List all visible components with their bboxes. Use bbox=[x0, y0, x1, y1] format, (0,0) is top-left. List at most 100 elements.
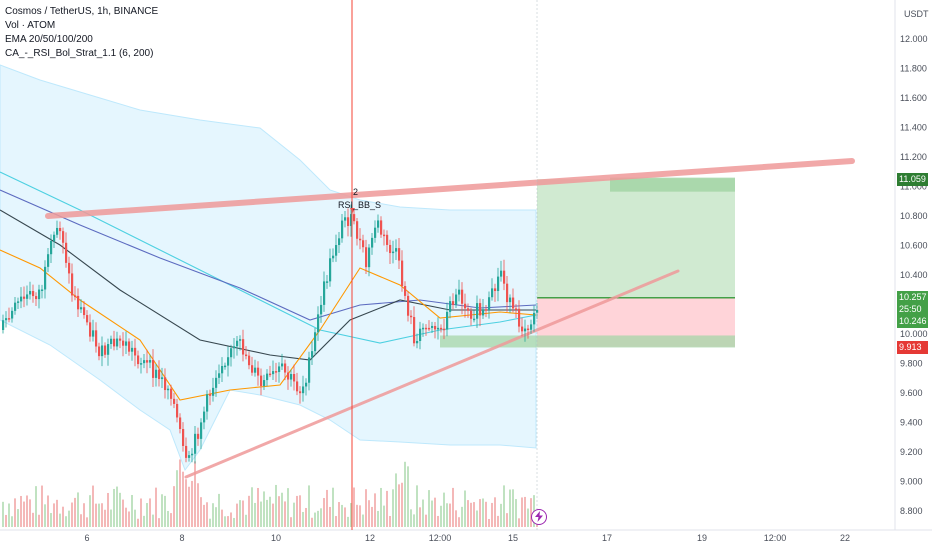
candle-body bbox=[203, 411, 206, 423]
candle-body bbox=[29, 291, 32, 295]
candle-body bbox=[158, 369, 161, 380]
price-axis-tick: 11.800 bbox=[900, 64, 927, 74]
candle-body bbox=[341, 220, 344, 239]
volume-bar bbox=[221, 509, 223, 527]
candle-body bbox=[380, 220, 383, 235]
candle-body bbox=[212, 387, 215, 396]
volume-bar bbox=[260, 501, 262, 527]
volume-bar bbox=[356, 504, 358, 527]
volume-bar bbox=[431, 500, 433, 527]
volume-bar bbox=[392, 489, 394, 527]
volume-bar bbox=[434, 497, 436, 527]
volume-bar bbox=[461, 506, 463, 527]
candle-body bbox=[368, 247, 371, 268]
lightning-bolt-icon[interactable] bbox=[531, 509, 547, 525]
volume-bar bbox=[74, 497, 76, 527]
volume-bar bbox=[128, 511, 130, 527]
volume-bar bbox=[485, 501, 487, 527]
volume-bar bbox=[206, 502, 208, 527]
candle-body bbox=[293, 374, 296, 382]
candle-body bbox=[134, 347, 137, 356]
volume-bar bbox=[134, 509, 136, 527]
candle-body bbox=[287, 372, 290, 380]
candle-body bbox=[62, 231, 65, 243]
candle-body bbox=[491, 288, 494, 298]
candle-body bbox=[515, 308, 518, 310]
volume-bar bbox=[365, 489, 367, 527]
volume-bar bbox=[155, 487, 157, 527]
volume-bar bbox=[230, 512, 232, 527]
volume-bar bbox=[200, 497, 202, 527]
volume-bar bbox=[125, 507, 127, 527]
candle-body bbox=[365, 247, 368, 268]
symbol-title[interactable]: Cosmos / TetherUS, 1h, BINANCE bbox=[5, 6, 159, 17]
candle-body bbox=[398, 248, 401, 261]
price-axis-tick: 10.400 bbox=[900, 270, 928, 280]
candle-body bbox=[383, 234, 386, 237]
candle-body bbox=[305, 382, 308, 387]
volume-bar bbox=[425, 514, 427, 527]
volume-bar bbox=[68, 510, 70, 527]
candle-body bbox=[197, 433, 200, 439]
time-axis-tick: 22 bbox=[840, 533, 850, 543]
volume-bar bbox=[467, 500, 469, 527]
candle-body bbox=[476, 303, 479, 319]
candle-body bbox=[344, 217, 347, 221]
chart-legend: Cosmos / TetherUS, 1h, BINANCE Vol · ATO… bbox=[5, 5, 158, 61]
candle-body bbox=[116, 338, 119, 347]
candle-body bbox=[32, 291, 35, 297]
candle-body bbox=[161, 377, 164, 380]
volume-bar bbox=[89, 495, 91, 527]
current-price-tag: 10.257 bbox=[897, 291, 928, 304]
strategy-indicator-label[interactable]: CA_-_RSI_Bol_Strat_1.1 (6, 200) bbox=[5, 48, 154, 59]
candle-body bbox=[302, 386, 305, 394]
candle-body bbox=[353, 214, 356, 222]
candle-body bbox=[44, 266, 47, 290]
candle-body bbox=[137, 355, 140, 365]
volume-bar bbox=[308, 485, 310, 527]
volume-bar bbox=[38, 514, 40, 527]
bollinger-band bbox=[0, 64, 537, 472]
volume-bar bbox=[95, 503, 97, 527]
volume-bar bbox=[377, 510, 379, 527]
volume-indicator-label[interactable]: Vol · ATOM bbox=[5, 20, 56, 31]
candle-body bbox=[227, 357, 230, 366]
candle-body bbox=[53, 234, 56, 242]
time-axis-tick: 8 bbox=[179, 533, 184, 543]
ema-indicator-label[interactable]: EMA 20/50/100/200 bbox=[5, 34, 93, 45]
candle-body bbox=[251, 365, 254, 373]
candle-body bbox=[239, 339, 242, 341]
volume-bar bbox=[257, 487, 259, 527]
candle-body bbox=[2, 320, 5, 330]
candle-body bbox=[479, 303, 482, 316]
volume-bar bbox=[476, 510, 478, 527]
volume-bar bbox=[179, 459, 181, 527]
candle-body bbox=[386, 234, 389, 245]
time-axis-tick: 12:00 bbox=[764, 533, 787, 543]
volume-bar bbox=[65, 516, 67, 527]
candle-body bbox=[518, 308, 521, 327]
candle-body bbox=[404, 286, 407, 296]
volume-bar bbox=[29, 499, 31, 527]
price-axis-tick: 10.000 bbox=[900, 329, 928, 339]
volume-bar bbox=[446, 503, 448, 527]
candle-body bbox=[455, 294, 458, 305]
candle-body bbox=[488, 297, 491, 310]
volume-bar bbox=[527, 508, 529, 527]
volume-bar bbox=[290, 517, 292, 527]
volume-bar bbox=[116, 486, 118, 527]
volume-bar bbox=[194, 461, 196, 527]
volume-bar bbox=[416, 485, 418, 527]
price-axis-tick: 10.800 bbox=[900, 211, 928, 221]
candle-body bbox=[107, 344, 110, 355]
volume-bar bbox=[245, 514, 247, 527]
candle-body bbox=[449, 301, 452, 312]
volume-bar bbox=[299, 495, 301, 527]
volume-bar bbox=[50, 513, 52, 527]
volume-bar bbox=[152, 514, 154, 527]
countdown-tag: 25:50 bbox=[897, 303, 928, 316]
candle-body bbox=[185, 445, 188, 458]
candle-body bbox=[209, 394, 212, 396]
